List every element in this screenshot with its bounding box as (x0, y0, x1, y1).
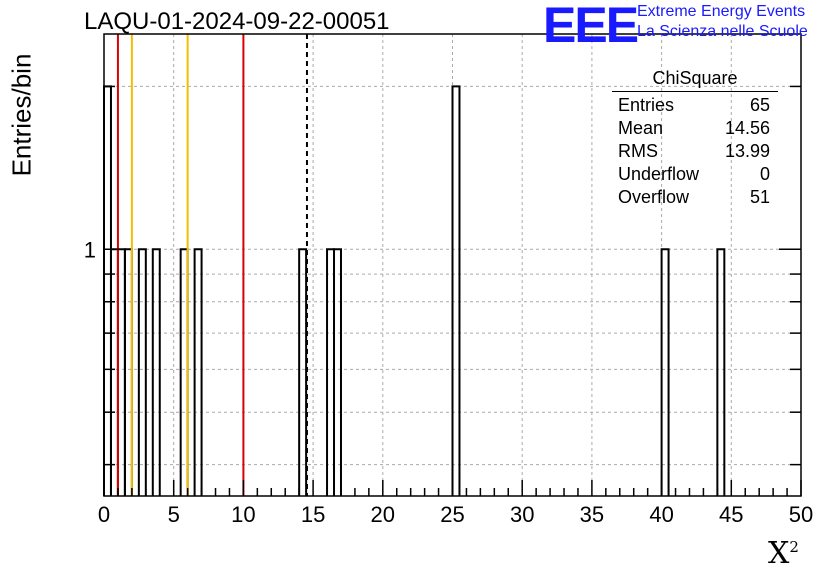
histogram-bin (151, 248, 161, 496)
eee-logo-caption: Extreme Energy Events La Scienza nelle S… (637, 2, 808, 42)
stats-row-mean: Mean 14.56 (612, 117, 778, 140)
stats-row-underflow: Underflow 0 (612, 163, 778, 186)
x-tick-label: 40 (649, 502, 673, 527)
x-tick-label: 0 (98, 502, 110, 527)
stats-row-overflow: Overflow 51 (612, 186, 778, 209)
x-tick-label: 30 (510, 502, 534, 527)
stats-value: 51 (749, 187, 770, 207)
x-tick-label: 20 (371, 502, 395, 527)
chart-title: LAQU-01-2024-09-22-00051 (84, 8, 390, 35)
x-tick-label: 5 (168, 502, 180, 527)
x-tick-label: 15 (301, 502, 325, 527)
stats-title: ChiSquare (612, 68, 778, 92)
stats-row-entries: Entries 65 (612, 94, 778, 117)
stats-value: 65 (749, 95, 770, 115)
logo-line-2: La Scienza nelle Scuole (637, 23, 808, 40)
histogram-bin (716, 248, 726, 496)
y-axis-label-text: Entries/bin (6, 53, 37, 177)
x-axis-label-text: X (768, 536, 790, 571)
histogram-bin (179, 248, 189, 496)
histogram-bin (298, 248, 308, 496)
stats-label: Mean (618, 118, 664, 138)
x-axis-label-sup: 2 (789, 538, 799, 556)
x-tick-label: 50 (789, 502, 813, 527)
histogram-bin (193, 248, 203, 496)
histogram-bin (326, 248, 336, 496)
x-tick-label: 25 (440, 502, 464, 527)
logo-line-1: Extreme Energy Events (637, 3, 806, 20)
stats-value: 13.99 (724, 141, 770, 161)
stats-label: Overflow (618, 187, 690, 207)
histogram-bin (109, 248, 119, 496)
stats-row-rms: RMS 13.99 (612, 140, 778, 163)
y-axis-label: Entries/bin (0, 40, 44, 190)
histogram-bin (137, 248, 147, 496)
histogram-bin (123, 248, 133, 496)
x-axis-label: X2 (768, 536, 799, 571)
histogram-bin (660, 248, 670, 496)
stats-box: ChiSquare Entries 65 Mean 14.56 RMS 13.9… (612, 68, 778, 209)
stats-label: RMS (618, 141, 658, 161)
histogram-bin (451, 85, 461, 496)
x-tick-label: 10 (231, 502, 255, 527)
histogram-bin (116, 248, 126, 496)
stats-value: 0 (759, 164, 770, 184)
x-tick-label: 45 (719, 502, 743, 527)
histogram-bin (103, 85, 112, 496)
y-tick-label: 1 (84, 237, 96, 262)
stats-label: Underflow (618, 164, 700, 184)
stats-label: Entries (618, 95, 675, 115)
x-tick-label: 35 (580, 502, 604, 527)
histogram-bin (333, 248, 342, 496)
eee-logo: EEE (543, 0, 639, 53)
stats-value: 14.56 (724, 118, 770, 138)
